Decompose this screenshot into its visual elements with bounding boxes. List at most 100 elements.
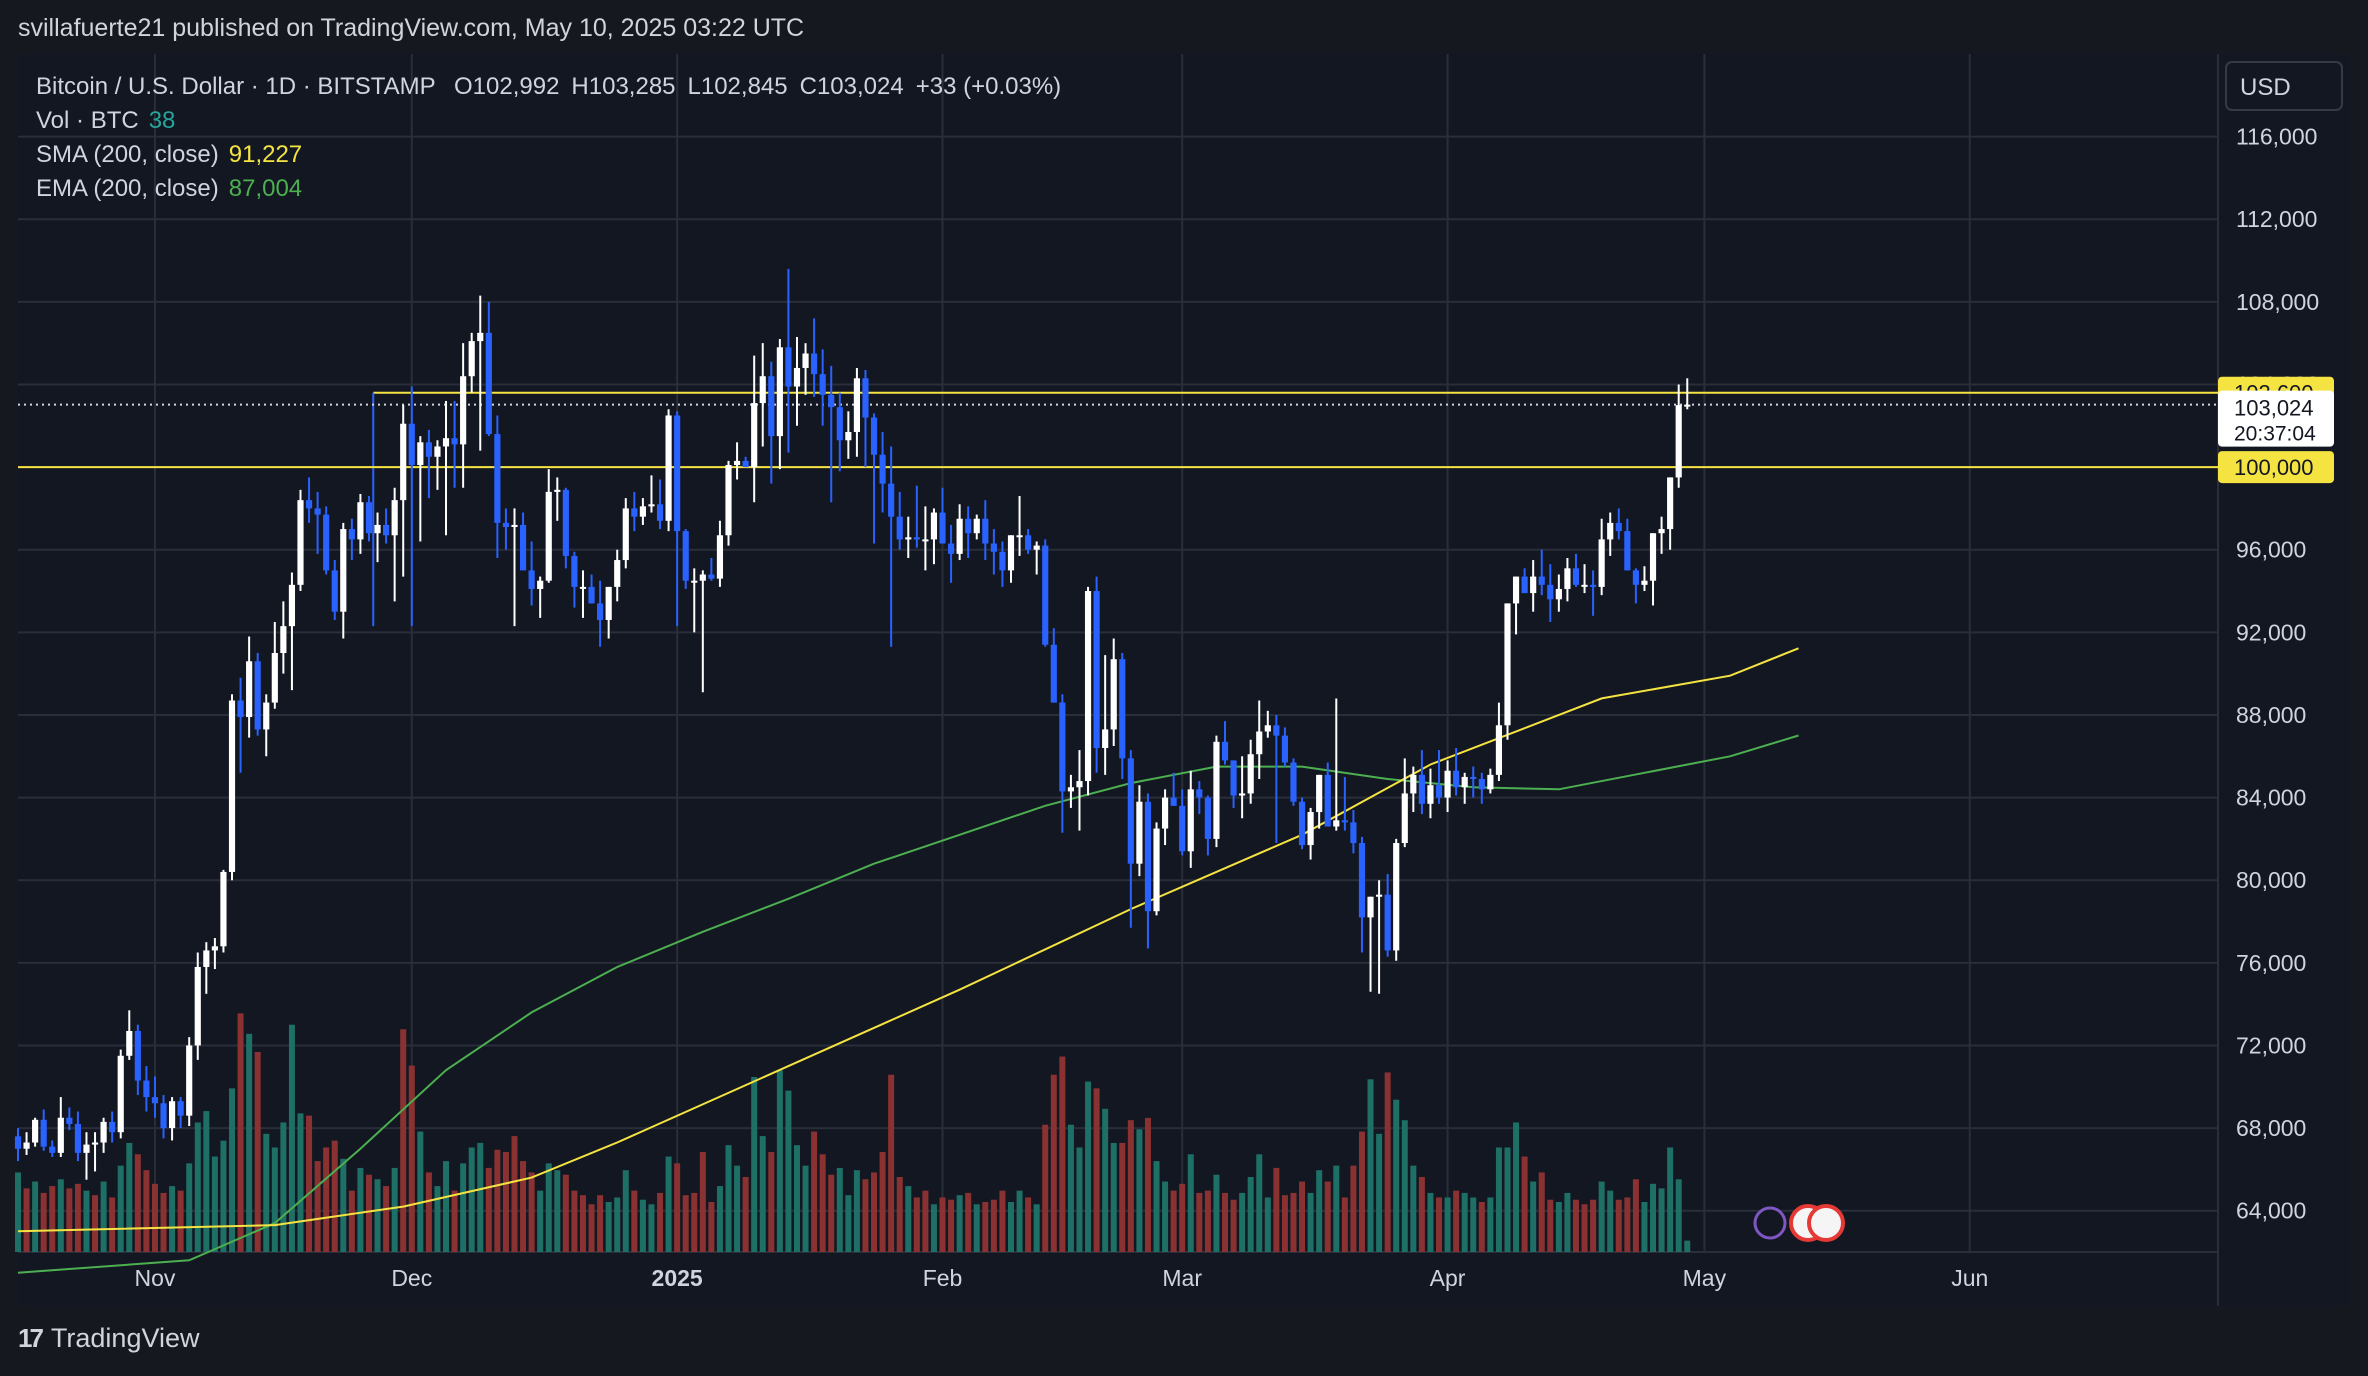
- time-tick-label: Nov: [135, 1265, 176, 1291]
- event-icon-sparkle[interactable]: [1753, 1206, 1787, 1240]
- candle-body: [939, 512, 946, 544]
- event-icons[interactable]: [1753, 1204, 1845, 1242]
- volume-bar: [211, 1156, 218, 1252]
- volume-bar: [1530, 1181, 1537, 1252]
- volume-bar: [1179, 1183, 1186, 1252]
- volume-bar: [605, 1202, 612, 1252]
- volume-bar: [1487, 1197, 1494, 1252]
- event-icon-flag-2[interactable]: [1807, 1204, 1845, 1242]
- volume-bar: [1042, 1124, 1049, 1252]
- candle-body: [973, 518, 980, 534]
- volume-bar: [32, 1181, 39, 1252]
- candle-body: [1564, 568, 1571, 589]
- candle-body: [126, 1030, 133, 1056]
- legend-change: +33 (+0.03%): [916, 73, 1061, 100]
- candle-body: [793, 367, 801, 387]
- legend-high: H103,285: [571, 73, 675, 100]
- candle-body: [1410, 774, 1417, 794]
- candle-body: [134, 1030, 141, 1081]
- legend-ema-value: 87,004: [229, 175, 302, 202]
- volume-bar: [74, 1183, 81, 1252]
- volume-bar: [340, 1158, 347, 1252]
- volume-bar: [785, 1090, 792, 1252]
- candle-body: [434, 446, 441, 457]
- candle-body: [982, 518, 989, 544]
- candle-body: [1230, 760, 1237, 796]
- volume-bar: [1213, 1174, 1220, 1252]
- candle-body: [1555, 588, 1562, 600]
- candle-body: [776, 347, 783, 437]
- candle-body: [1102, 729, 1109, 749]
- candle-body: [203, 950, 210, 967]
- price-tick-label: 108,000: [2236, 289, 2319, 315]
- volume-bar: [357, 1167, 364, 1252]
- volume-bar: [117, 1165, 124, 1252]
- candle-body: [1521, 576, 1528, 594]
- volume-bar: [973, 1204, 980, 1252]
- volume-bar: [1316, 1170, 1323, 1252]
- volume-bar: [1521, 1156, 1528, 1252]
- candle-body: [751, 403, 758, 468]
- volume-bar: [66, 1188, 73, 1252]
- candle-body: [109, 1121, 116, 1133]
- time-tick-label: Mar: [1162, 1265, 1202, 1291]
- volume-bar: [648, 1204, 655, 1252]
- candle-body: [297, 500, 304, 585]
- volume-bar: [485, 1167, 492, 1252]
- candle-body: [494, 434, 501, 523]
- tradingview-logo[interactable]: 17 TradingView: [18, 1323, 200, 1354]
- volume-bar: [905, 1186, 912, 1252]
- candle-body: [1153, 828, 1160, 912]
- candle-body: [802, 353, 809, 368]
- candle-body: [708, 574, 715, 579]
- volume-bar: [691, 1192, 698, 1252]
- candle-body: [947, 543, 955, 554]
- volume-bar: [1607, 1190, 1614, 1252]
- volume-bar: [862, 1179, 869, 1252]
- legend-sma: SMA (200, close) 91,227: [36, 141, 302, 168]
- volume-bar: [1376, 1133, 1383, 1252]
- volume-bar: [1461, 1192, 1468, 1252]
- volume-bar: [657, 1192, 664, 1252]
- volume-bar: [280, 1122, 287, 1252]
- volume-bar: [1401, 1120, 1408, 1252]
- volume-bar: [768, 1152, 775, 1252]
- volume-bar: [151, 1183, 158, 1252]
- price-tick-label: 76,000: [2236, 950, 2306, 976]
- candle-body: [1050, 644, 1057, 703]
- candle-body: [1495, 725, 1503, 775]
- candle-body: [57, 1117, 64, 1153]
- volume-bar: [263, 1133, 270, 1252]
- candle-body: [117, 1055, 124, 1133]
- candle-body: [1598, 539, 1605, 587]
- candle-body: [340, 529, 347, 612]
- volume-bar: [1170, 1190, 1177, 1252]
- moving-averages: [17, 647, 1799, 1274]
- legend-sma-value: 91,227: [229, 141, 302, 168]
- candle-body: [1341, 820, 1348, 823]
- candle-body: [391, 500, 398, 536]
- candle-body: [1478, 778, 1485, 790]
- candle-body: [733, 460, 741, 466]
- grid: [18, 54, 2218, 1252]
- volume-bar: [365, 1174, 372, 1252]
- candle-body: [1067, 787, 1074, 792]
- candle-body: [1247, 754, 1254, 794]
- candle-body: [460, 376, 467, 445]
- currency-button[interactable]: USD: [2225, 61, 2343, 111]
- candle-body: [1487, 774, 1494, 790]
- candle-body: [254, 661, 261, 730]
- volume-bar: [828, 1174, 835, 1252]
- volume-bar: [1127, 1120, 1134, 1252]
- candle-body: [477, 332, 484, 342]
- volume-bar: [1230, 1199, 1237, 1252]
- volume-bar: [1650, 1183, 1657, 1252]
- volume-bar: [1307, 1192, 1314, 1252]
- volume-bar: [1050, 1074, 1057, 1252]
- volume-bar: [1444, 1197, 1451, 1252]
- volume-bar: [1273, 1167, 1280, 1252]
- volume-bar: [1615, 1199, 1622, 1252]
- candle-body: [263, 702, 270, 730]
- volume-bar: [1367, 1079, 1374, 1252]
